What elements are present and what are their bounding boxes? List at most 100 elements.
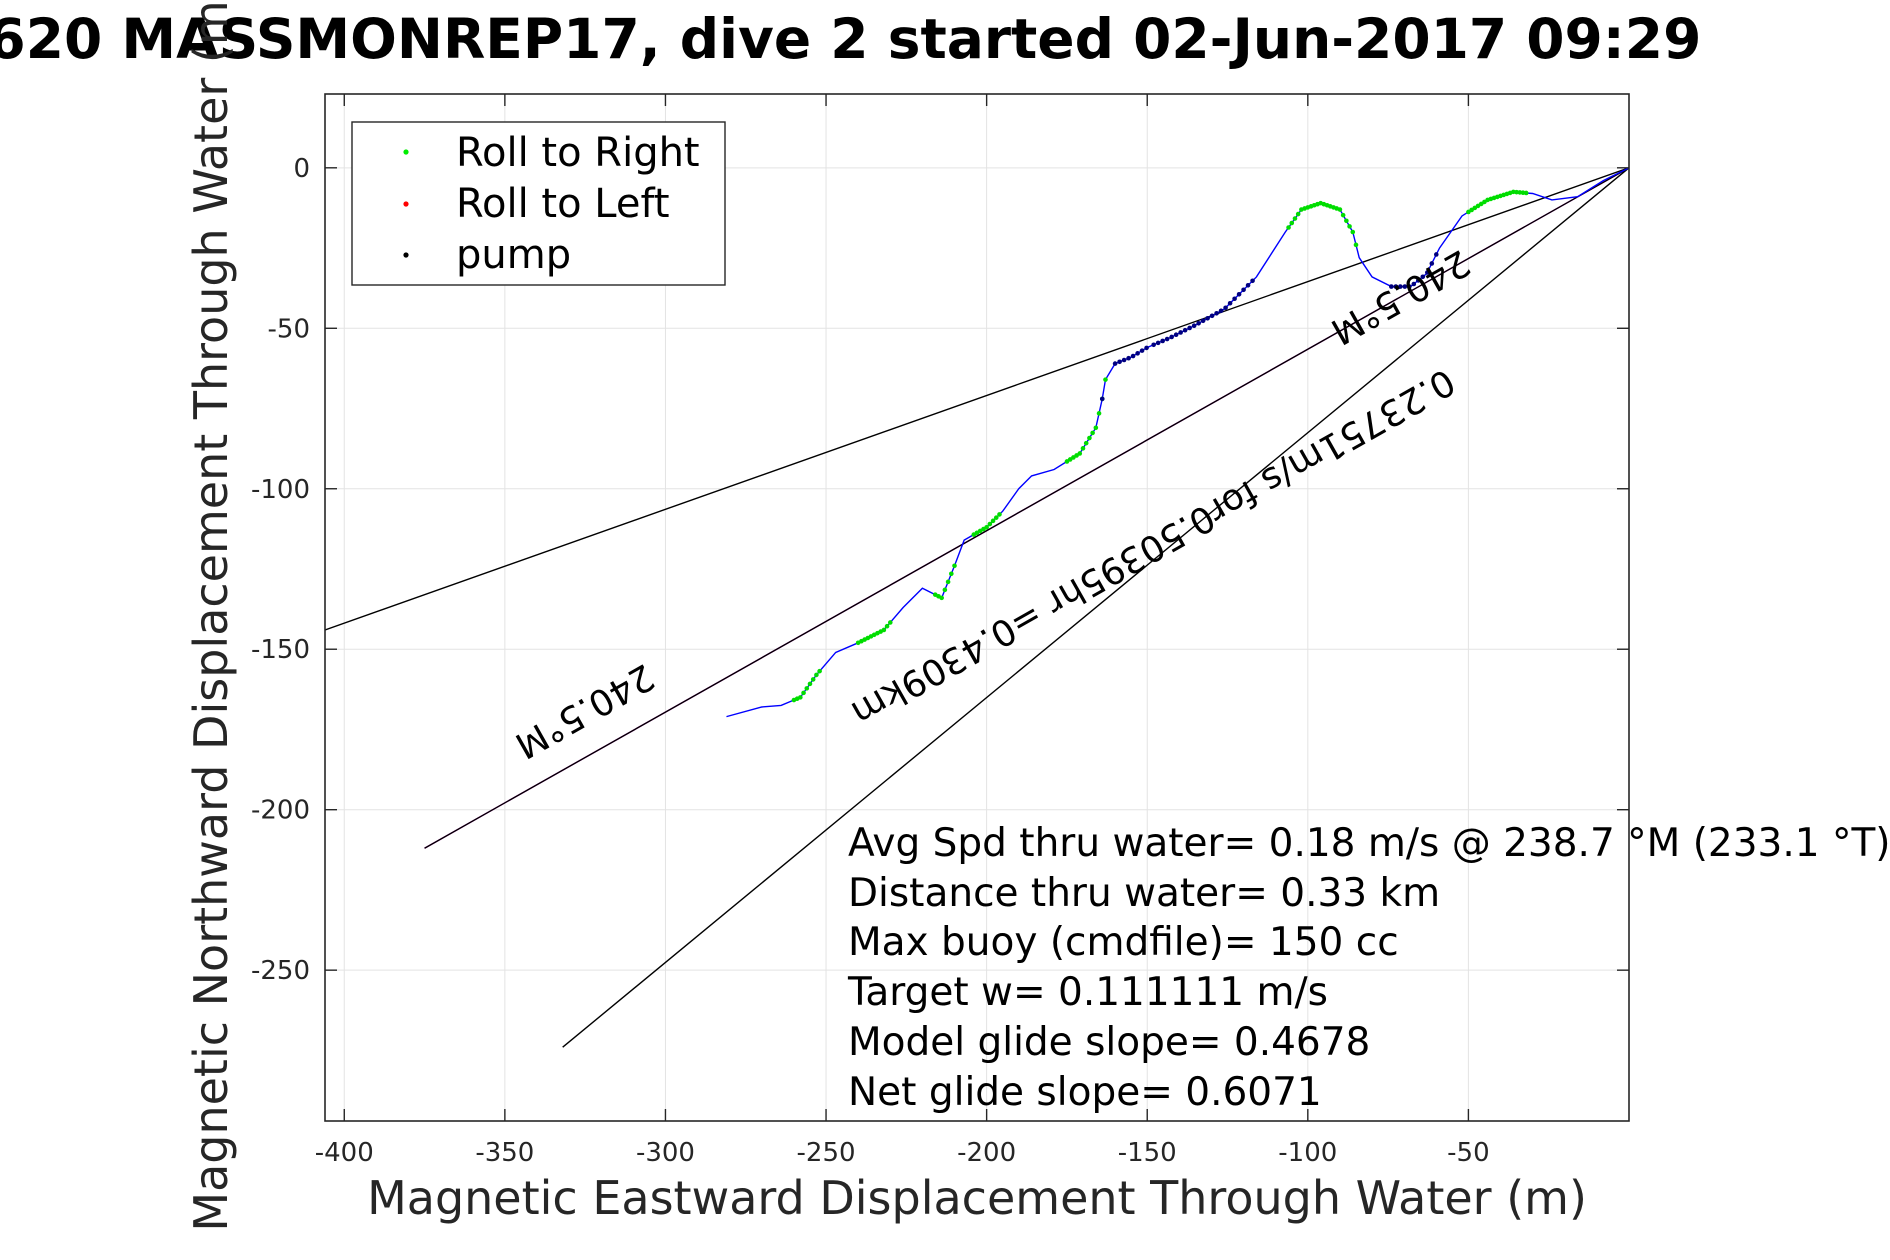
annotation-distance: Distance thru water= 0.33 km: [848, 871, 1440, 916]
roll-right-point: [1295, 211, 1301, 217]
pump-point: [1187, 325, 1192, 331]
roll-right-point: [1337, 207, 1343, 212]
x-axis-label: Magnetic Eastward Displacement Through W…: [367, 1171, 1587, 1225]
chart-title: SG620 MASSMONREP17, dive 2 started 02-Ju…: [0, 7, 1701, 71]
pump-point: [1151, 342, 1156, 348]
pump-point: [1223, 305, 1228, 311]
pump-point: [1130, 353, 1136, 359]
y-tick-label: -200: [251, 796, 310, 826]
roll-right-point: [810, 677, 816, 682]
roll-right-point: [1523, 190, 1529, 196]
roll-right-point: [1286, 225, 1291, 230]
pump-point: [1250, 278, 1255, 284]
x-tick-label: -150: [1118, 1138, 1177, 1168]
legend-box: [351, 121, 726, 286]
series-layer: [325, 167, 1629, 1048]
roll-right-point: [952, 563, 957, 569]
roll-right-point: [997, 512, 1002, 517]
roll-right-point: [993, 515, 999, 520]
grid-lines: [325, 94, 1629, 1121]
annotation-target-w: Target w= 0.111111 m/s: [847, 970, 1328, 1015]
y-tick-label: -100: [251, 475, 310, 505]
pump-point: [1112, 361, 1118, 366]
pump-point: [1164, 336, 1170, 342]
pump-point: [1169, 334, 1174, 340]
pump-point: [1099, 396, 1105, 402]
pump-point: [1209, 313, 1215, 319]
pump-point: [1398, 284, 1403, 289]
pump-point: [1200, 318, 1206, 324]
x-tick-label: -350: [475, 1138, 534, 1168]
pump-point: [1160, 338, 1165, 344]
legend-label-pump: pump: [456, 232, 571, 278]
pump-point: [1214, 311, 1219, 316]
roll-right-point: [1080, 446, 1086, 451]
x-tick-label: -100: [1278, 1138, 1337, 1168]
roll-right-point: [804, 686, 810, 691]
roll-right-point: [945, 579, 951, 585]
roll-right-point: [881, 627, 887, 633]
roll-right-point: [1103, 377, 1108, 382]
pump-point: [1182, 327, 1188, 333]
pump-point: [1393, 284, 1399, 289]
y-tick-label: -250: [251, 956, 310, 986]
roll-right-point: [939, 595, 944, 601]
x-tick-label: -50: [1447, 1138, 1489, 1168]
pump-point: [1402, 284, 1408, 289]
y-tick-label: 0: [293, 154, 310, 184]
pump-point: [1196, 320, 1201, 326]
roll-right-point: [949, 571, 954, 577]
x-tick-label: -300: [636, 1138, 695, 1168]
roll-right-point: [798, 695, 803, 700]
roll-right-point: [1347, 224, 1352, 229]
y-axis-label: Magnetic Northward Displacement Through …: [184, 0, 238, 1232]
heading-line-black: [424, 167, 1629, 849]
pump-point: [1191, 323, 1197, 329]
upper-bound-line: [325, 167, 1629, 631]
annotation-avg-speed: Avg Spd thru water= 0.18 m/s @ 238.7 °M …: [848, 821, 1890, 866]
roll-right-point: [1340, 212, 1346, 218]
annotation-model-glide: Model glide slope= 0.4678: [848, 1020, 1370, 1065]
pump-point: [1205, 315, 1210, 321]
x-tick-label: -200: [957, 1138, 1016, 1168]
legend-marker-roll-left: [403, 201, 409, 207]
roll-right-point: [990, 518, 996, 524]
pump-point: [1241, 287, 1246, 293]
pump-point: [1117, 359, 1122, 365]
roll-right-point: [984, 524, 989, 530]
pump-point: [1173, 332, 1179, 338]
pump-point: [1433, 252, 1439, 257]
roll-right-point: [1344, 218, 1349, 224]
y-tick-label: -50: [268, 314, 310, 344]
roll-right-point: [1087, 435, 1092, 441]
plot-frame: [324, 93, 1630, 1122]
roll-right-point: [1292, 216, 1298, 221]
x-tick-label: -250: [797, 1138, 856, 1168]
roll-right-point: [817, 668, 822, 674]
legend-marker-roll-right: [403, 149, 409, 155]
pump-point: [1135, 351, 1140, 356]
pump-point: [1121, 357, 1127, 363]
roll-right-point: [1289, 220, 1295, 226]
pump-point: [1245, 282, 1251, 288]
roll-right-point: [1077, 451, 1083, 456]
annotation-net-glide: Net glide slope= 0.6071: [848, 1070, 1322, 1115]
pump-point: [1227, 300, 1233, 306]
pump-point: [1218, 308, 1224, 314]
roll-right-point: [1350, 229, 1356, 235]
legend-label-roll-left: Roll to Left: [456, 181, 670, 227]
stats-annotations: Avg Spd thru water= 0.18 m/s @ 238.7 °M …: [847, 821, 1890, 1115]
pump-point: [1144, 345, 1149, 351]
axis-ticks: -400 -350 -300 -250 -200 -150 -100 -50 0 -50 -100 -…: [251, 94, 1629, 1168]
annotation-max-buoy: Max buoy (cmdfile)= 150 cc: [848, 920, 1399, 965]
x-tick-label: -400: [315, 1138, 374, 1168]
pump-point: [1416, 278, 1421, 283]
pump-point: [1139, 348, 1145, 353]
pump-point: [1155, 340, 1161, 346]
pump-point: [1407, 284, 1412, 289]
lower-bound-line: [562, 167, 1629, 1048]
roll-right-point: [1083, 440, 1089, 446]
roll-right-point: [814, 672, 819, 678]
roll-right-point: [987, 521, 993, 527]
